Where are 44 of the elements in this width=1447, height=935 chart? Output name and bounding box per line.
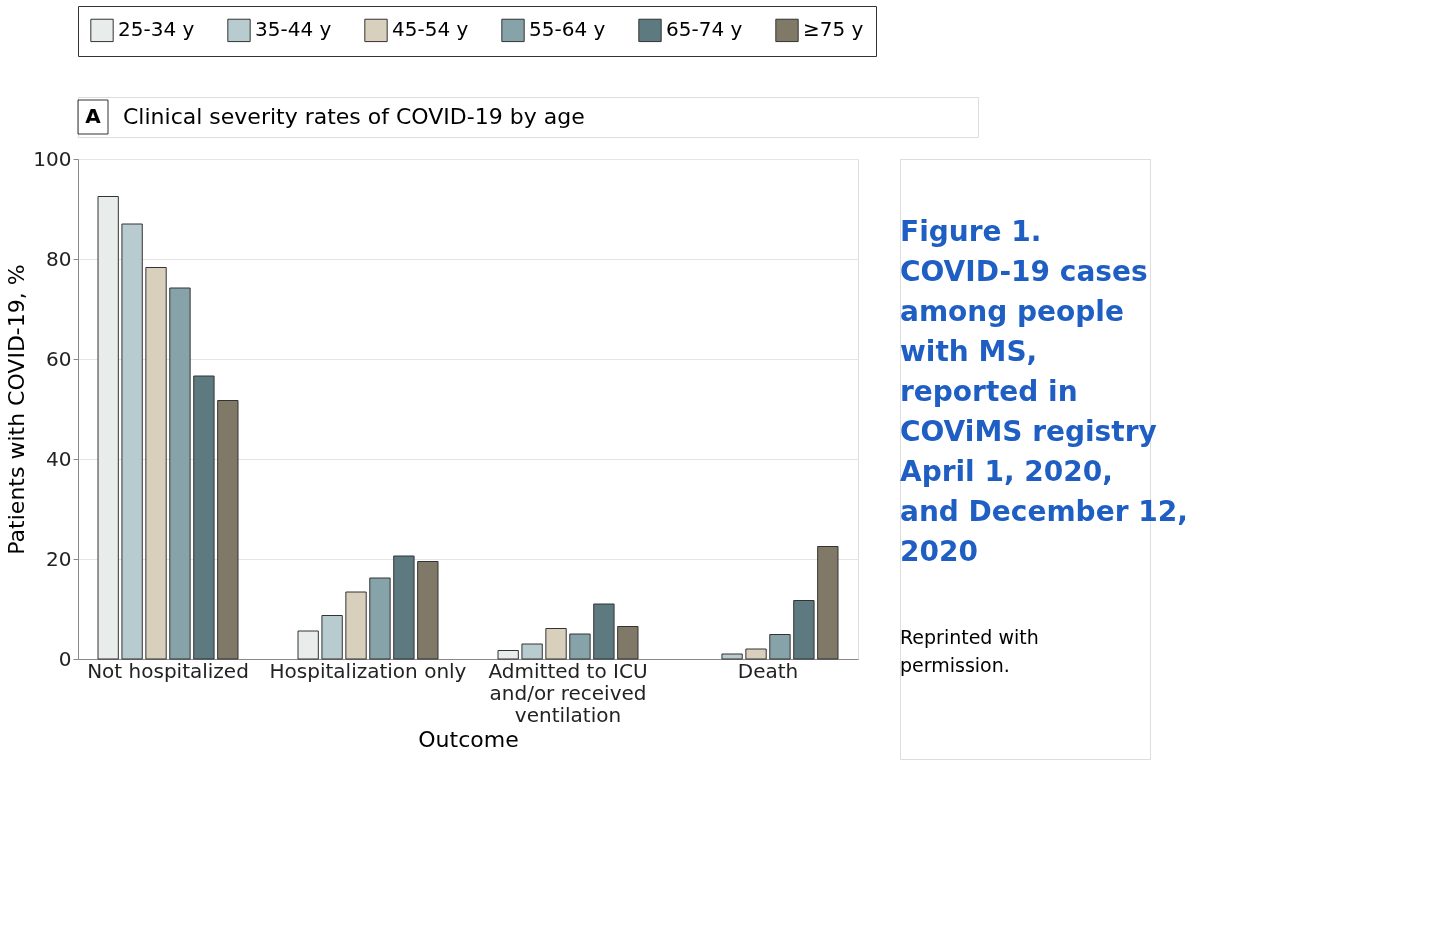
- x-tick-label: Admitted to ICU and/or received ventilation: [488, 658, 648, 727]
- legend-label: 55-64 y: [529, 17, 606, 42]
- chart-title: Clinical severity rates of COVID-19 by age: [123, 104, 585, 129]
- bar: [793, 600, 815, 660]
- legend-label: 35-44 y: [255, 17, 332, 42]
- bar: [545, 628, 567, 660]
- bar: [217, 400, 239, 660]
- x-tick-label: Not hospitalized: [87, 658, 249, 683]
- bar: [721, 653, 743, 660]
- bar: [297, 630, 319, 660]
- legend-label: 45-54 y: [392, 17, 469, 42]
- y-axis-title: Patients with COVID-19, %: [4, 264, 30, 555]
- x-axis-title: Outcome: [418, 726, 519, 752]
- bar: [121, 223, 143, 660]
- bar: [521, 643, 543, 660]
- x-tick-label: Death: [737, 658, 799, 683]
- legend-label: ≥75 y: [803, 17, 864, 42]
- bar: [817, 546, 839, 660]
- legend-label: 25-34 y: [118, 17, 195, 42]
- bar: [569, 633, 591, 660]
- y-tick-label: 20: [46, 546, 72, 571]
- bar: [745, 648, 767, 660]
- bar: [369, 577, 391, 660]
- bar: [169, 287, 191, 660]
- y-tick-label: 100: [33, 146, 72, 171]
- bar: [769, 634, 791, 660]
- bar: [393, 555, 415, 660]
- text: Reprinted with permission.: [900, 626, 1039, 676]
- bar: [497, 650, 519, 660]
- bar: [345, 591, 367, 660]
- bar: [617, 626, 639, 660]
- bar: [145, 267, 167, 660]
- y-tick-label: 80: [46, 246, 72, 271]
- bar: [321, 615, 343, 660]
- y-tick-label: 40: [46, 446, 72, 471]
- text: Figure 1. COVID-19 cases among people with MS, reported in COViMS registry April 1, 2020, and December 12, 2020: [900, 215, 1188, 568]
- bar: [417, 561, 439, 660]
- text: A: [85, 104, 102, 128]
- bar: [193, 375, 215, 660]
- y-tick-label: 60: [46, 346, 72, 371]
- bar: [593, 603, 615, 660]
- legend-label: 65-74 y: [666, 17, 743, 42]
- x-tick-label: Hospitalization only: [269, 658, 467, 683]
- y-tick-label: 0: [58, 646, 72, 671]
